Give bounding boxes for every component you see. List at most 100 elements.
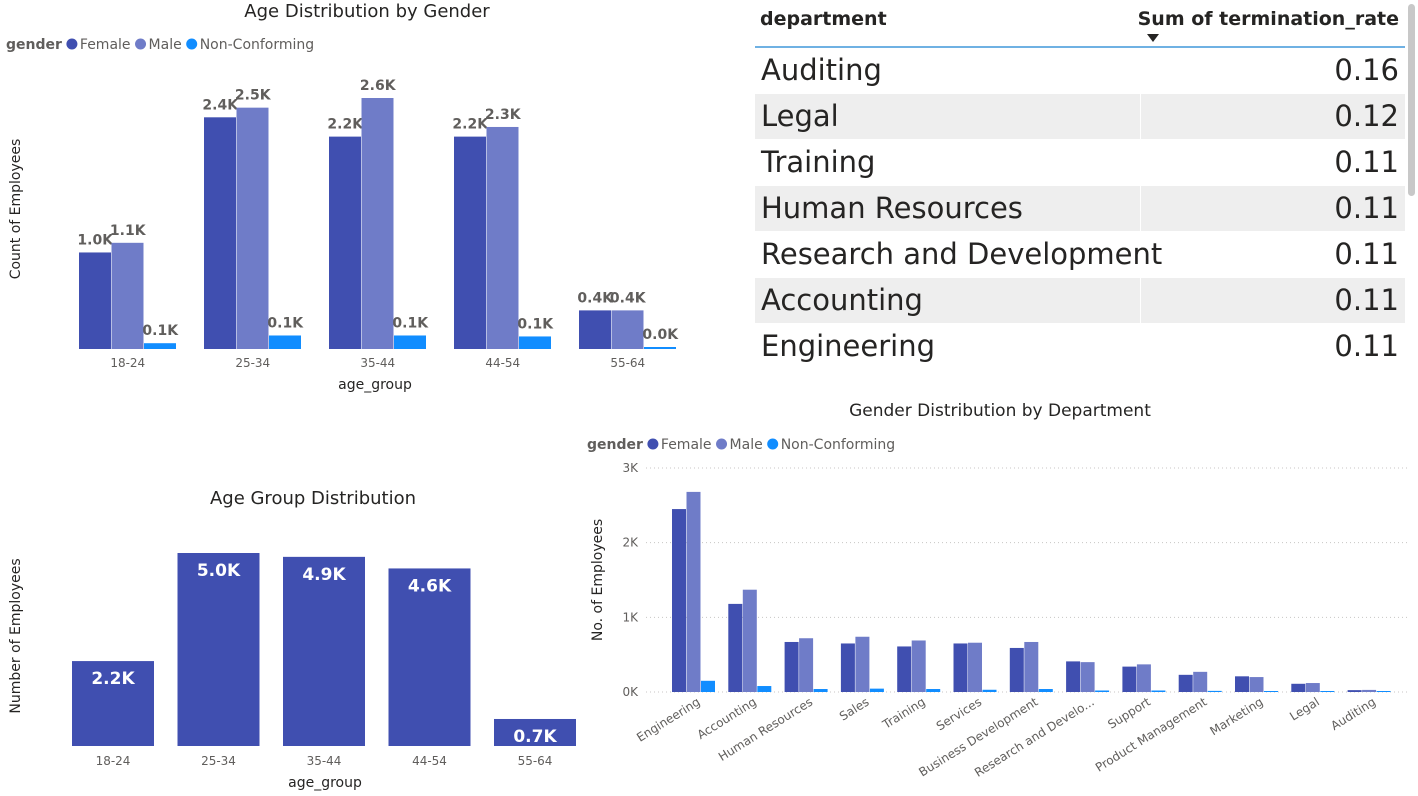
bar-female-18-24 [79,252,111,349]
bar-non-conforming-research-and-develo [1095,690,1110,692]
bar-male-accounting [742,589,757,692]
bar-male-18-24 [111,242,144,349]
x-tick-18-24: 18-24 [96,754,131,768]
column-divider [1140,48,1141,93]
x-tick-25-34: 25-34 [235,356,270,370]
gender-dept-chart: Gender Distribution by Department gender F… [580,390,1418,792]
bar-female-research-and-develo [1066,661,1081,692]
bar-male-product-management [1193,671,1208,692]
bar-female-product-management [1178,674,1193,692]
column-divider [1140,232,1141,277]
bar-male-services [968,642,982,692]
column-divider [1140,278,1141,323]
cell-department: Auditing [761,53,882,87]
gender-dept-svg: Gender Distribution by Department gender F… [587,401,1410,780]
table-scrollbar[interactable] [1405,0,1418,368]
age-gender-legend-male: Male [149,37,182,53]
data-label-non-conforming-44-54: 0.1K [517,316,554,332]
bar-female-sales [840,643,855,692]
bar-male-business-development [1024,641,1039,692]
column-divider [1140,186,1141,231]
bar-non-conforming-35-44 [394,335,426,349]
y-tick-3K: 3K [622,461,639,475]
chart-title: Gender Distribution by Department [849,401,1151,421]
age-group-svg: Age Group Distribution 2.2K 18-24 5.0K 25-34… [8,488,576,791]
table-body: Auditing 0.16 Legal 0.12 Training 0.11 Human R… [755,48,1405,368]
table-row[interactable]: Engineering 0.11 [755,324,1405,368]
gender-dept-legend-marker-female [647,438,659,450]
age-gender-legend-marker-male [135,38,147,50]
cell-department: Research and Development [761,237,1163,271]
table-row[interactable]: Human Resources 0.11 [755,186,1405,232]
data-label-male-25-34: 2.5K [235,88,272,104]
x-tick-35-44: 35-44 [360,356,395,370]
column-divider [1140,94,1141,139]
gender-dept-legend-male: Male [730,437,763,453]
gender-dept-legend-marker-non-conforming [767,438,779,450]
x-tick-human-resources: Human Resources [716,695,815,764]
cell-department: Legal [761,99,839,133]
x-tick-44-54: 44-54 [412,754,447,768]
x-tick-55-64: 55-64 [610,356,645,370]
bar-non-conforming-business-development [1038,689,1053,692]
sort-descending-icon[interactable] [1147,34,1159,42]
x-axis-title: age_group [288,775,362,791]
bar-18-24 [72,661,154,746]
bar-female-25-34 [204,117,236,349]
gender-dept-legend-title: gender [587,437,643,453]
column-divider [1140,140,1141,185]
table-header: department Sum of termination_rate [755,0,1405,48]
bar-non-conforming-55-64 [644,347,676,349]
x-tick-18-24: 18-24 [110,356,145,370]
data-label-18-24: 2.2K [91,669,135,689]
bar-non-conforming-engineering [701,680,715,692]
column-header-department[interactable]: department [760,8,887,30]
bar-35-44 [283,556,365,746]
cell-department: Accounting [761,283,923,317]
table-row[interactable]: Accounting 0.11 [755,278,1405,324]
data-label-female-18-24: 1.0K [77,232,114,248]
bar-male-marketing [1249,677,1264,692]
x-tick-support: Support [1105,695,1153,732]
cell-termination-rate: 0.11 [1334,237,1399,271]
bar-female-engineering [672,509,686,692]
table-row[interactable]: Research and Development 0.11 [755,232,1405,278]
table-row[interactable]: Legal 0.12 [755,94,1405,140]
cell-termination-rate: 0.11 [1334,329,1399,363]
bar-non-conforming-18-24 [144,343,176,349]
x-tick-44-54: 44-54 [485,356,520,370]
bar-male-44-54 [486,126,519,349]
bar-female-marketing [1235,676,1249,692]
bar-44-54 [388,568,471,746]
bar-female-support [1122,666,1137,692]
gender-dept-legend-marker-male [716,438,728,450]
table-row[interactable]: Training 0.11 [755,140,1405,186]
x-axis-title: age_group [338,377,412,393]
age-gender-legend-marker-female [66,38,78,50]
column-header-termination-rate[interactable]: Sum of termination_rate [1137,8,1399,30]
bar-non-conforming-sales [869,688,884,692]
data-label-female-35-44: 2.2K [327,117,364,133]
bar-female-44-54 [454,136,486,349]
bar-non-conforming-human-resources [813,689,828,692]
data-label-44-54: 4.6K [408,576,452,596]
scrollbar-thumb[interactable] [1408,4,1415,196]
age-gender-legend-title: gender [6,37,62,53]
data-label-female-55-64: 0.4K [577,290,614,306]
cell-termination-rate: 0.12 [1334,99,1399,133]
bar-male-engineering [686,491,701,692]
y-axis-title: No. of Employees [590,519,606,641]
bar-female-auditing [1347,690,1362,692]
data-label-female-25-34: 2.4K [202,97,239,113]
bar-male-auditing [1362,689,1377,692]
age-gender-svg: Age Distribution by Gender gender Female Ma… [6,1,679,393]
table-row[interactable]: Auditing 0.16 [755,48,1405,94]
cell-department: Training [761,145,876,179]
x-tick-auditing: Auditing [1328,695,1378,733]
bar-male-35-44 [361,98,394,349]
data-label-male-44-54: 2.3K [485,107,522,123]
data-label-non-conforming-25-34: 0.1K [267,315,304,331]
y-tick-0K: 0K [622,685,639,699]
bar-male-55-64 [611,310,644,349]
data-label-female-44-54: 2.2K [452,117,489,133]
